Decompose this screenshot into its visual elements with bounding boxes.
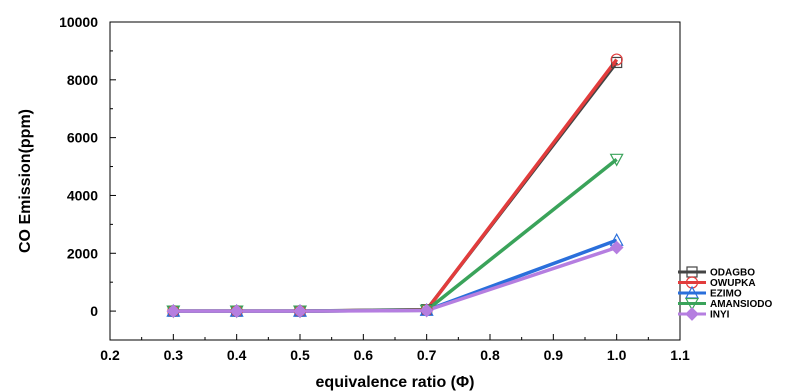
y-tick-label: 10000 — [59, 14, 98, 30]
legend-label-amansiodo: AMANSIODO — [710, 299, 772, 310]
y-tick-label: 6000 — [67, 130, 98, 146]
legend-marker-inyi — [685, 307, 699, 321]
data-point-owupka — [610, 53, 623, 66]
x-tick-label: 0.9 — [544, 347, 564, 363]
x-tick-label: 1.0 — [607, 347, 627, 363]
x-tick-label: 0.2 — [100, 347, 120, 363]
x-axis-title: equivalence ratio (Φ) — [316, 374, 475, 391]
y-tick-label: 0 — [90, 303, 98, 319]
legend-label-ezimo: EZIMO — [710, 289, 742, 300]
data-point-amansiodo — [609, 153, 624, 167]
x-tick-label: 0.8 — [480, 347, 500, 363]
series-line-owupka — [173, 58, 619, 313]
series-line-ezimo — [173, 238, 618, 313]
x-tick-label: 1.1 — [670, 347, 690, 363]
data-point-inyi — [229, 304, 244, 318]
y-tick-label: 8000 — [67, 72, 98, 88]
x-tick-label: 0.3 — [164, 347, 184, 363]
legend-label-owupka: OWUPKA — [710, 278, 756, 289]
y-axis-title: CO Emission(ppm) — [17, 109, 34, 253]
y-tick-label: 4000 — [67, 187, 98, 203]
data-point-inyi — [293, 304, 307, 318]
legend-marker-amansiodo — [684, 297, 700, 311]
y-tick-label: 2000 — [67, 245, 98, 261]
legend-label-odagbo: ODAGBO — [710, 268, 755, 279]
x-tick-label: 0.6 — [354, 347, 374, 363]
data-point-inyi — [419, 303, 434, 318]
data-point-inyi — [166, 304, 181, 318]
legend-label-inyi: INYI — [710, 310, 730, 321]
series-line-inyi — [173, 245, 618, 313]
data-point-inyi — [609, 240, 624, 255]
series-line-amansiodo — [173, 157, 618, 313]
x-tick-label: 0.5 — [290, 347, 310, 363]
x-tick-label: 0.4 — [227, 347, 247, 363]
plot-frame — [109, 21, 681, 341]
x-tick-label: 0.7 — [417, 347, 437, 363]
series-line-odagbo — [173, 61, 619, 313]
